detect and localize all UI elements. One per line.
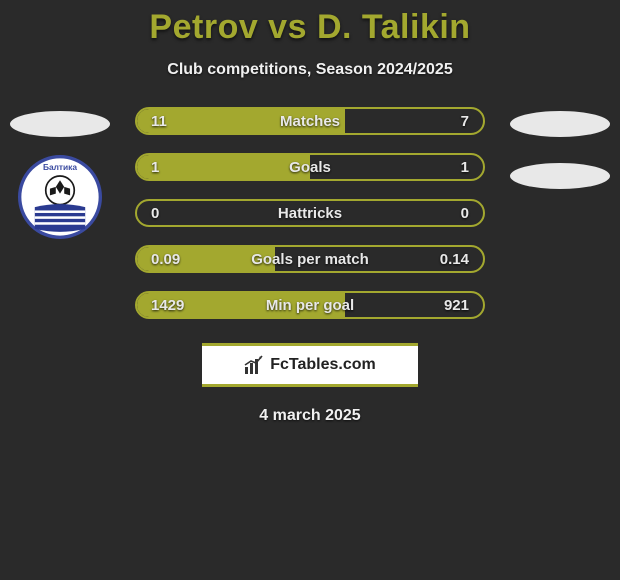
stat-rows: 11 Matches 7 1 Goals 1 0 Hattricks 0 0.09 Goals pe… <box>135 107 485 337</box>
chart-icon <box>244 355 264 375</box>
stats-area: Балтика 11 Matches 7 1 Goals 1 0 Hattricks 0 0.09… <box>0 107 620 425</box>
stat-fill <box>137 155 310 179</box>
stat-value-right: 921 <box>444 297 469 314</box>
branding-banner[interactable]: FcTables.com <box>202 343 418 387</box>
stat-row: 1429 Min per goal 921 <box>135 291 485 319</box>
stat-value-right: 1 <box>461 159 469 176</box>
stat-value-left: 11 <box>151 113 167 130</box>
club-badge-text: Балтика <box>43 162 77 172</box>
stat-label: Goals <box>289 159 331 176</box>
stat-label: Matches <box>280 113 340 130</box>
stat-value-right: 0.14 <box>440 251 469 268</box>
stat-label: Hattricks <box>278 205 342 222</box>
player-right-placeholder-1 <box>510 111 610 137</box>
branding-text: FcTables.com <box>270 356 376 374</box>
stat-value-left: 0 <box>151 205 159 222</box>
date-text: 4 march 2025 <box>259 407 360 425</box>
stat-row: 11 Matches 7 <box>135 107 485 135</box>
stat-row: 1 Goals 1 <box>135 153 485 181</box>
page-title: Petrov vs D. Talikin <box>149 8 470 47</box>
stat-value-left: 1 <box>151 159 159 176</box>
club-badge-icon: Балтика <box>18 155 102 239</box>
stat-label: Goals per match <box>251 251 369 268</box>
stat-value-left: 0.09 <box>151 251 180 268</box>
stat-value-right: 7 <box>461 113 469 130</box>
stat-row: 0.09 Goals per match 0.14 <box>135 245 485 273</box>
stat-row: 0 Hattricks 0 <box>135 199 485 227</box>
player-left-placeholder <box>10 111 110 137</box>
stat-value-left: 1429 <box>151 297 184 314</box>
comparison-card: Petrov vs D. Talikin Club competitions, … <box>0 0 620 425</box>
stat-label: Min per goal <box>266 297 354 314</box>
subtitle: Club competitions, Season 2024/2025 <box>167 61 452 79</box>
player-right-placeholder-2 <box>510 163 610 189</box>
stat-value-right: 0 <box>461 205 469 222</box>
club-badge-left: Балтика <box>18 155 102 239</box>
